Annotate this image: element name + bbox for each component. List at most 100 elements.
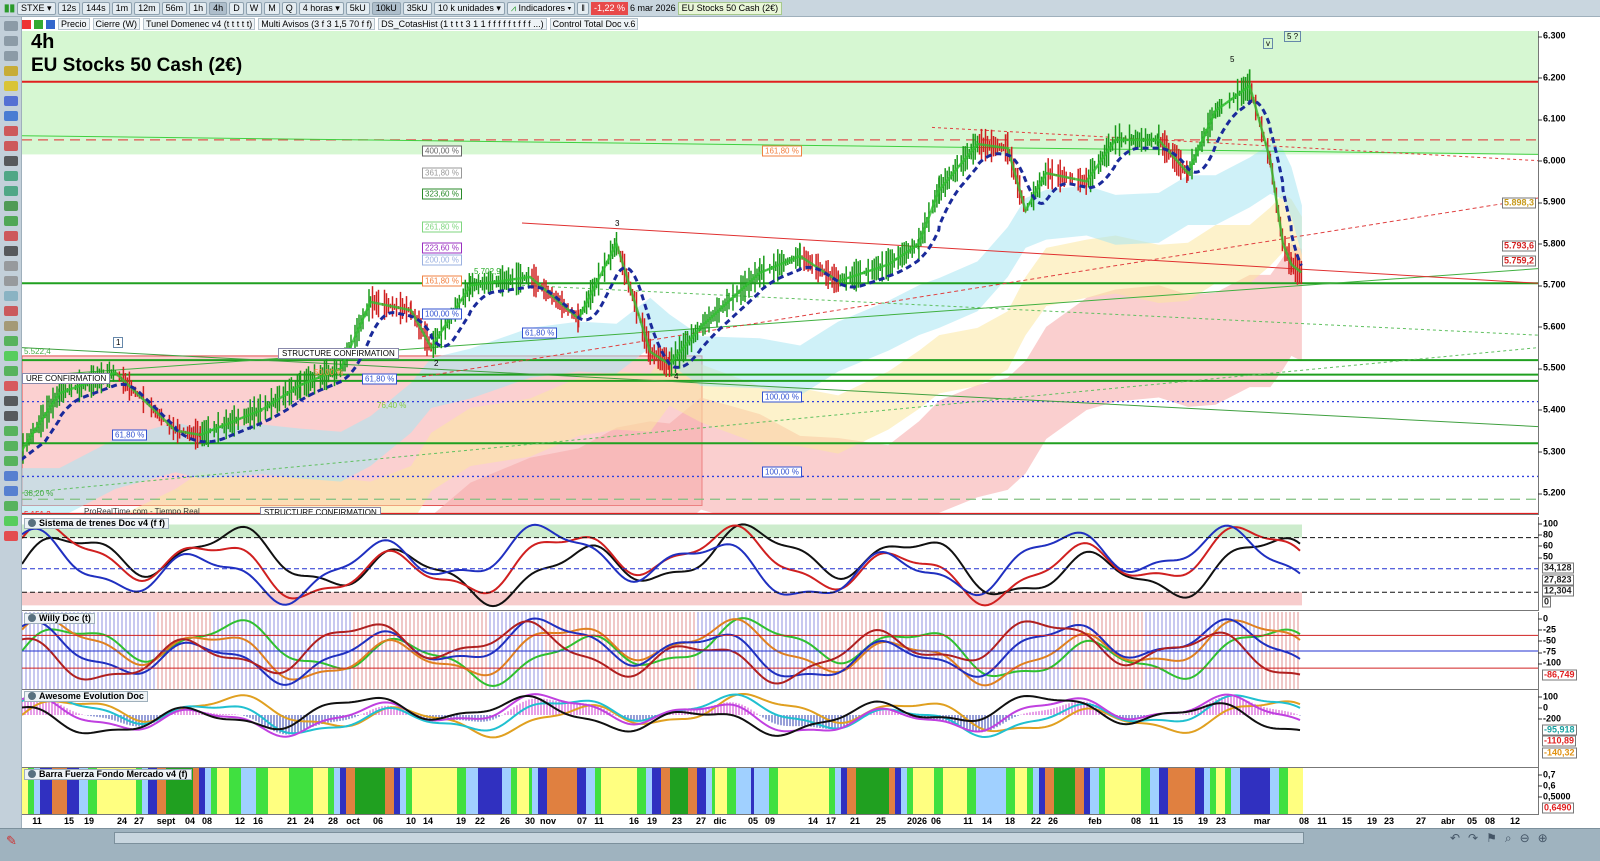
drawing-tool-icon[interactable] <box>3 36 18 46</box>
drawing-tool-icon[interactable] <box>3 51 18 61</box>
drawing-tool-icon[interactable] <box>3 186 18 196</box>
drawing-tool-icon[interactable] <box>3 96 18 106</box>
drawing-tool-icon[interactable] <box>3 471 18 481</box>
strength-bar <box>1039 768 1042 814</box>
drawing-tool-icon[interactable] <box>3 156 18 166</box>
unit-5kU[interactable]: 5kU <box>345 1 370 15</box>
drawing-tool-icon[interactable] <box>3 321 18 331</box>
timeframe-12m[interactable]: 12m <box>134 1 160 15</box>
drawing-tool-icon[interactable] <box>3 81 18 91</box>
drawing-tool-icon[interactable] <box>3 201 18 211</box>
add-indicator-icon[interactable] <box>22 19 31 29</box>
drawing-tool-icon[interactable] <box>3 111 18 121</box>
date-tick: 05 <box>747 816 759 826</box>
strength-bar <box>211 768 214 814</box>
barra-panel[interactable]: Barra Fuerza Fondo Mercado v4 (f) <box>22 768 1538 815</box>
strength-bar <box>1123 768 1126 814</box>
strength-bar <box>199 768 202 814</box>
pencil-icon[interactable]: ✎ <box>6 833 17 848</box>
willy-panel[interactable]: Willy Doc (t) <box>22 612 1538 690</box>
drawing-tool-icon[interactable] <box>3 336 18 346</box>
drawing-tool-icon[interactable] <box>3 411 18 421</box>
drawing-tool-icon[interactable] <box>3 381 18 391</box>
strength-bar <box>736 768 739 814</box>
drawing-tool-icon[interactable] <box>3 171 18 181</box>
strength-bar <box>1177 768 1180 814</box>
price-tick: 6.300 <box>1538 30 1566 41</box>
strength-bar <box>676 768 679 814</box>
drawing-tool-icon[interactable] <box>3 21 18 31</box>
drawing-tool-icon[interactable] <box>3 531 18 541</box>
indicator-chip[interactable]: Tunel Domenec v4 (t t t t t) <box>143 18 256 30</box>
drawing-tool-icon[interactable] <box>3 456 18 466</box>
strength-bar <box>1069 768 1072 814</box>
date-axis[interactable]: 11 15 19 24 27 sept 04 08 12 16 21 24 28 oct 06 10 14 19 2… <box>22 815 1538 828</box>
timeframe-4h[interactable]: 4h <box>209 1 228 15</box>
price-tick: 5.500 <box>1538 362 1566 373</box>
drawing-tool-icon[interactable] <box>3 351 18 361</box>
symbol-select[interactable]: STXE ▾ <box>17 1 56 15</box>
drawing-tool-icon[interactable] <box>3 216 18 226</box>
timeframe-1m[interactable]: 1m <box>111 1 133 15</box>
drawing-tool-icon[interactable] <box>3 501 18 511</box>
annotation-wave_v: v <box>1263 38 1273 50</box>
add-price-icon[interactable] <box>34 19 43 29</box>
price-chart[interactable]: 4h EU Stocks 50 Cash (2€) 5.898,3 5.793,6… <box>22 31 1538 515</box>
timeframe-56m[interactable]: 56m <box>161 1 188 15</box>
drawing-tool-icon[interactable] <box>3 306 18 316</box>
drawing-tool-icon[interactable] <box>3 246 18 256</box>
drawing-tool-icon[interactable] <box>3 276 18 286</box>
period-select[interactable]: 4 horas ▾ <box>298 1 344 15</box>
indicator-chip[interactable]: Cierre (W) <box>92 18 141 30</box>
unit-10kU[interactable]: 10kU <box>371 1 401 15</box>
drawing-tool-icon[interactable] <box>3 291 18 301</box>
date-tick: 21 <box>849 816 861 826</box>
drawing-tool-icon[interactable] <box>3 231 18 241</box>
strength-bar <box>169 768 172 814</box>
drawing-tool-icon[interactable] <box>3 486 18 496</box>
indicator-chip[interactable]: DS_CotasHist (1 t t t 3 1 1 f f f f f t … <box>378 18 547 30</box>
timeframe-D[interactable]: D <box>229 1 244 15</box>
drawing-tool-icon[interactable] <box>3 441 18 451</box>
timeframe-M[interactable]: M <box>264 1 280 15</box>
timeframe-Q[interactable]: Q <box>281 1 297 15</box>
indicator-chip[interactable]: Control Total Doc v.6 <box>549 18 639 30</box>
strength-bar <box>1099 768 1102 814</box>
timeframe-1h[interactable]: 1h <box>189 1 208 15</box>
drawing-tool-icon[interactable] <box>3 141 18 151</box>
strength-bar <box>154 768 157 814</box>
close-all-icon[interactable] <box>46 19 55 29</box>
barra-axis: 0,7 0,6 0,5000 0,6490 <box>1538 768 1600 815</box>
pause-button[interactable]: ǁ <box>577 1 590 15</box>
date-tick: oct <box>346 816 360 826</box>
oscillator-line <box>22 617 1301 686</box>
strength-bar <box>901 768 904 814</box>
drawing-tool-icon[interactable] <box>3 66 18 76</box>
indicator-value: -86,749 <box>1542 669 1577 680</box>
strength-bar <box>1195 768 1198 814</box>
timeframe-144s[interactable]: 144s <box>82 1 110 15</box>
strength-bar <box>73 768 76 814</box>
drawing-tool-icon[interactable] <box>3 261 18 271</box>
horizontal-scrollbar[interactable] <box>114 832 1304 844</box>
units-select[interactable]: 10 k unidades ▾ <box>433 1 505 15</box>
indicator-chip[interactable]: Precio <box>58 18 90 30</box>
indicators-button[interactable]: ⩘ Indicadores ▾ <box>506 1 576 15</box>
timeframe-12s[interactable]: 12s <box>57 1 81 15</box>
chart-type-icon[interactable]: ▮▮ <box>4 2 16 14</box>
strength-bar <box>184 768 187 814</box>
awesome-panel[interactable]: Awesome Evolution Doc <box>22 690 1538 768</box>
timeframe-W[interactable]: W <box>245 1 263 15</box>
price-axis[interactable]: 6.300 6.200 6.100 6.000 5.900 5.800 5.700 5.600… <box>1538 31 1600 515</box>
zoom-controls[interactable]: ↶↷⚑⌕⊖⊕ <box>1450 831 1556 845</box>
drawing-tool-icon[interactable] <box>3 396 18 406</box>
drawing-tool-icon[interactable] <box>3 126 18 136</box>
trenes-panel[interactable]: Sistema de trenes Doc v4 (f f) <box>22 517 1538 611</box>
drawing-tool-icon[interactable] <box>3 516 18 526</box>
drawing-tool-icon[interactable] <box>3 426 18 436</box>
indicator-chip[interactable]: Multi Avisos (3 f 3 1,5 70 f f) <box>258 18 376 30</box>
drawing-tool-icon[interactable] <box>3 366 18 376</box>
strength-bar <box>367 768 370 814</box>
axis-tick: -100 <box>1537 657 1562 668</box>
unit-35kU[interactable]: 35kU <box>402 1 432 15</box>
